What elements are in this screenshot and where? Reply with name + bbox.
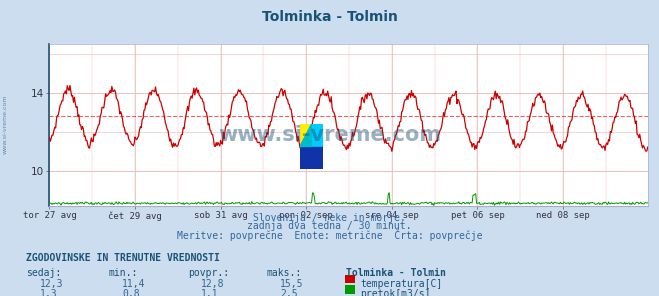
- Text: zadnja dva tedna / 30 minut.: zadnja dva tedna / 30 minut.: [247, 221, 412, 231]
- Text: pretok[m3/s]: pretok[m3/s]: [360, 289, 431, 296]
- Text: ZGODOVINSKE IN TRENUTNE VREDNOSTI: ZGODOVINSKE IN TRENUTNE VREDNOSTI: [26, 253, 220, 263]
- Text: 2,5: 2,5: [280, 289, 298, 296]
- Text: www.si-vreme.com: www.si-vreme.com: [218, 125, 441, 145]
- Text: 15,5: 15,5: [280, 279, 304, 289]
- Text: min.:: min.:: [109, 268, 138, 278]
- Text: 12,8: 12,8: [201, 279, 225, 289]
- Text: maks.:: maks.:: [267, 268, 302, 278]
- Text: www.si-vreme.com: www.si-vreme.com: [3, 94, 8, 154]
- Text: Tolminka - Tolmin: Tolminka - Tolmin: [262, 10, 397, 24]
- Text: Meritve: povprečne  Enote: metrične  Črta: povprečje: Meritve: povprečne Enote: metrične Črta:…: [177, 229, 482, 241]
- Text: temperatura[C]: temperatura[C]: [360, 279, 443, 289]
- Text: 0,8: 0,8: [122, 289, 140, 296]
- Polygon shape: [300, 124, 312, 147]
- Text: Tolminka - Tolmin: Tolminka - Tolmin: [346, 268, 446, 278]
- Bar: [300, 147, 323, 169]
- Bar: [312, 124, 323, 147]
- Text: Slovenija / reke in morje.: Slovenija / reke in morje.: [253, 213, 406, 223]
- Text: 11,4: 11,4: [122, 279, 146, 289]
- Text: 12,3: 12,3: [40, 279, 63, 289]
- Text: sedaj:: sedaj:: [26, 268, 61, 278]
- Bar: [300, 124, 312, 147]
- Text: 1,1: 1,1: [201, 289, 219, 296]
- Text: povpr.:: povpr.:: [188, 268, 229, 278]
- Text: 1,3: 1,3: [40, 289, 57, 296]
